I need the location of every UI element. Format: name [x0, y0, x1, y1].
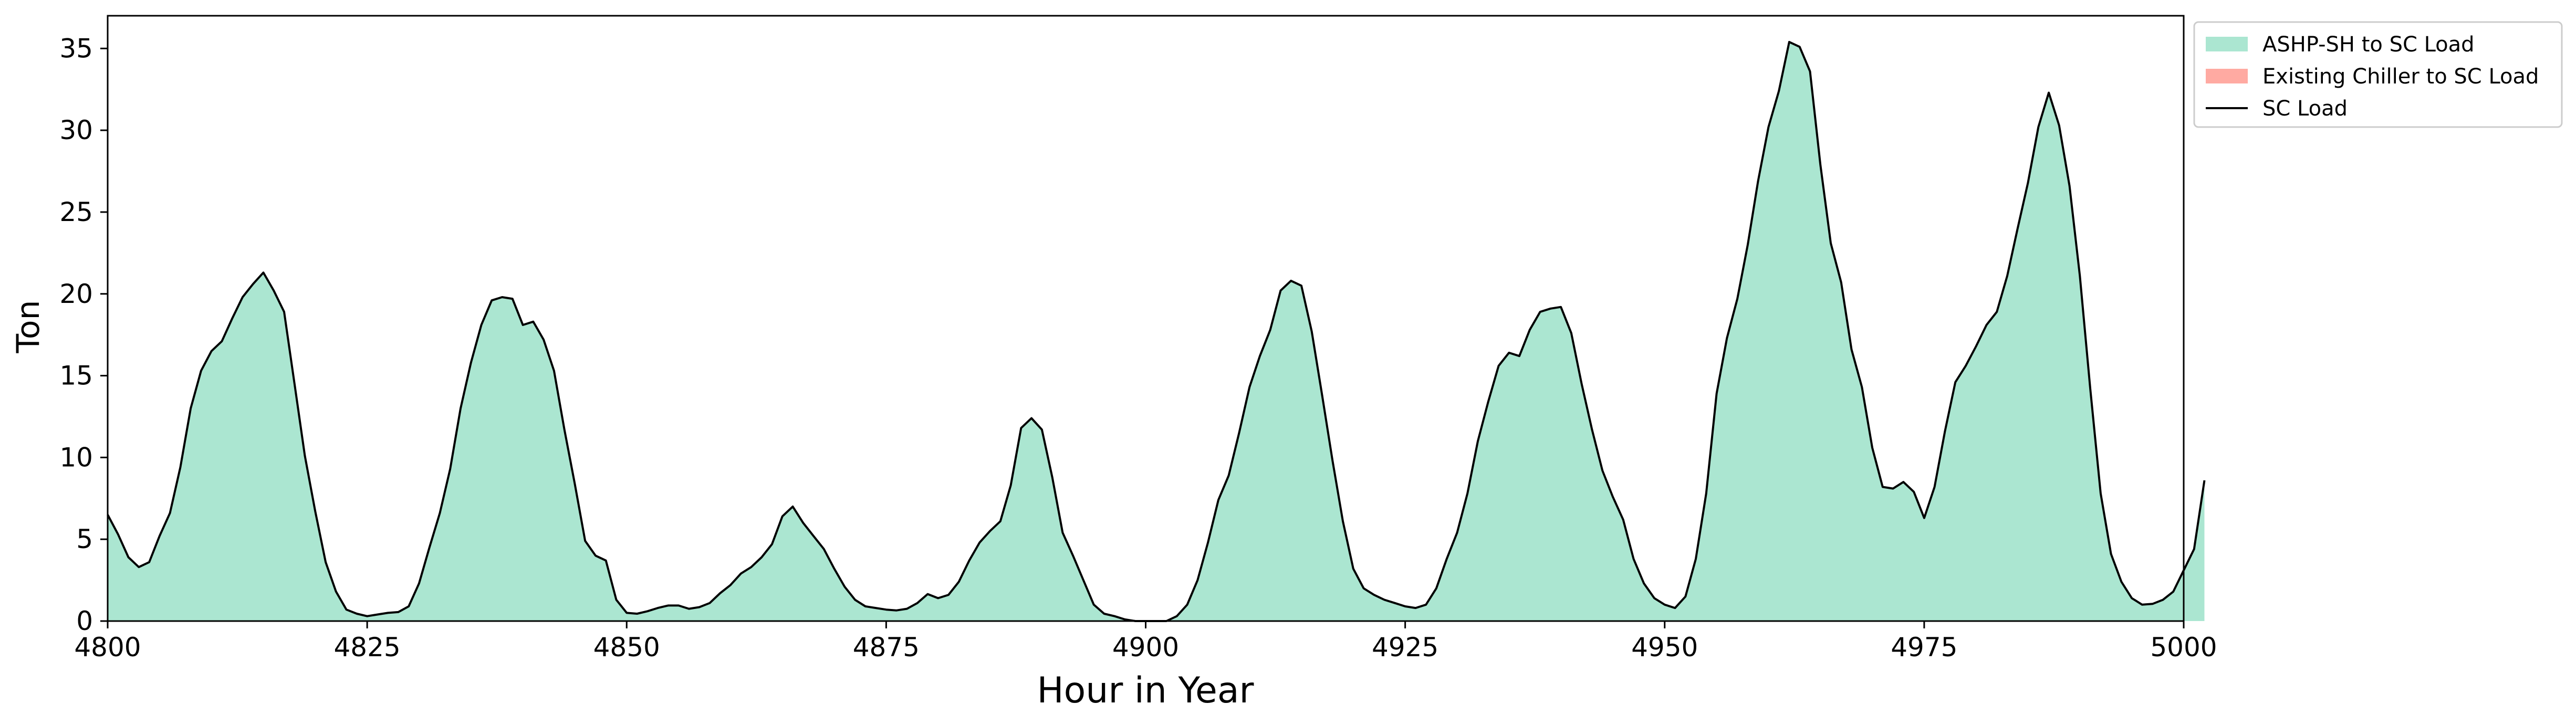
legend-label: SC Load	[2262, 97, 2348, 121]
x-axis-title: Hour in Year	[1037, 670, 1254, 711]
y-tick-label: 20	[59, 279, 93, 309]
legend-label: ASHP-SH to SC Load	[2262, 33, 2475, 57]
y-tick-label: 35	[59, 33, 93, 64]
y-tick-label: 30	[59, 115, 93, 145]
axes: 4800 4825 4850 4875 4900 4925 4950 4975 5000 0 5 10…	[59, 15, 2217, 663]
x-tick-label: 4950	[1631, 632, 1698, 663]
x-tick-label: 4825	[334, 632, 401, 663]
legend: ASHP-SH to SC Load Existing Chiller to SC…	[2193, 21, 2563, 128]
y-tick-label: 5	[76, 524, 93, 554]
x-tick-label: 4875	[853, 632, 920, 663]
y-tick-label: 0	[76, 606, 93, 636]
y-tick-label: 10	[59, 442, 93, 472]
legend-swatch	[2206, 37, 2248, 51]
x-tick-label: 4900	[1112, 632, 1179, 663]
y-tick-label: 25	[59, 197, 93, 227]
x-tick-label: 4850	[593, 632, 660, 663]
y-axis-title: Ton	[10, 300, 47, 353]
y-tick-label: 15	[59, 361, 93, 391]
x-tick-label: 4800	[74, 632, 141, 663]
legend-swatch	[2206, 69, 2248, 83]
x-tick-label: 4975	[1891, 632, 1957, 663]
x-tick-label: 5000	[2150, 632, 2217, 663]
legend-label: Existing Chiller to SC Load	[2262, 65, 2539, 89]
ashp-area-series	[108, 41, 2205, 621]
legend-box	[2193, 21, 2563, 128]
x-tick-label: 4925	[1372, 632, 1438, 663]
plot-area	[107, 40, 2206, 622]
